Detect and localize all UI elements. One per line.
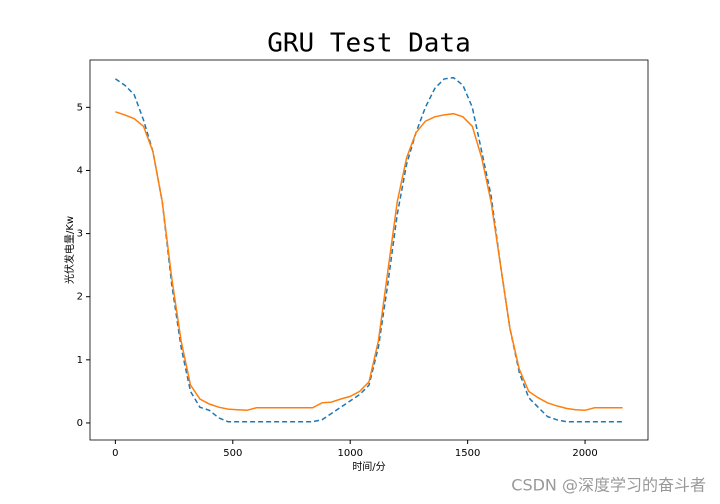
series-line bbox=[114, 76, 623, 423]
y-tick-label: 5 bbox=[77, 102, 83, 113]
series-line bbox=[115, 111, 623, 412]
y-tick-label: 1 bbox=[77, 355, 83, 366]
x-tick-label: 500 bbox=[223, 448, 242, 459]
y-axis-label: 光伏发电量/Kw bbox=[63, 216, 76, 284]
watermark: CSDN @深度学习的奋斗者 bbox=[511, 476, 706, 495]
x-tick-label: 1000 bbox=[337, 448, 362, 459]
x-tick-label: 2000 bbox=[572, 448, 597, 459]
x-tick-label: 1500 bbox=[455, 448, 480, 459]
y-tick-label: 3 bbox=[77, 229, 83, 240]
y-tick-label: 0 bbox=[77, 418, 83, 429]
chart-title: GRU Test Data bbox=[267, 29, 471, 59]
x-axis-label: 时间/分 bbox=[352, 460, 385, 473]
y-tick-label: 4 bbox=[77, 165, 83, 176]
plot-frame bbox=[89, 59, 649, 441]
y-tick-label: 2 bbox=[77, 292, 83, 303]
x-tick-label: 0 bbox=[112, 448, 118, 459]
